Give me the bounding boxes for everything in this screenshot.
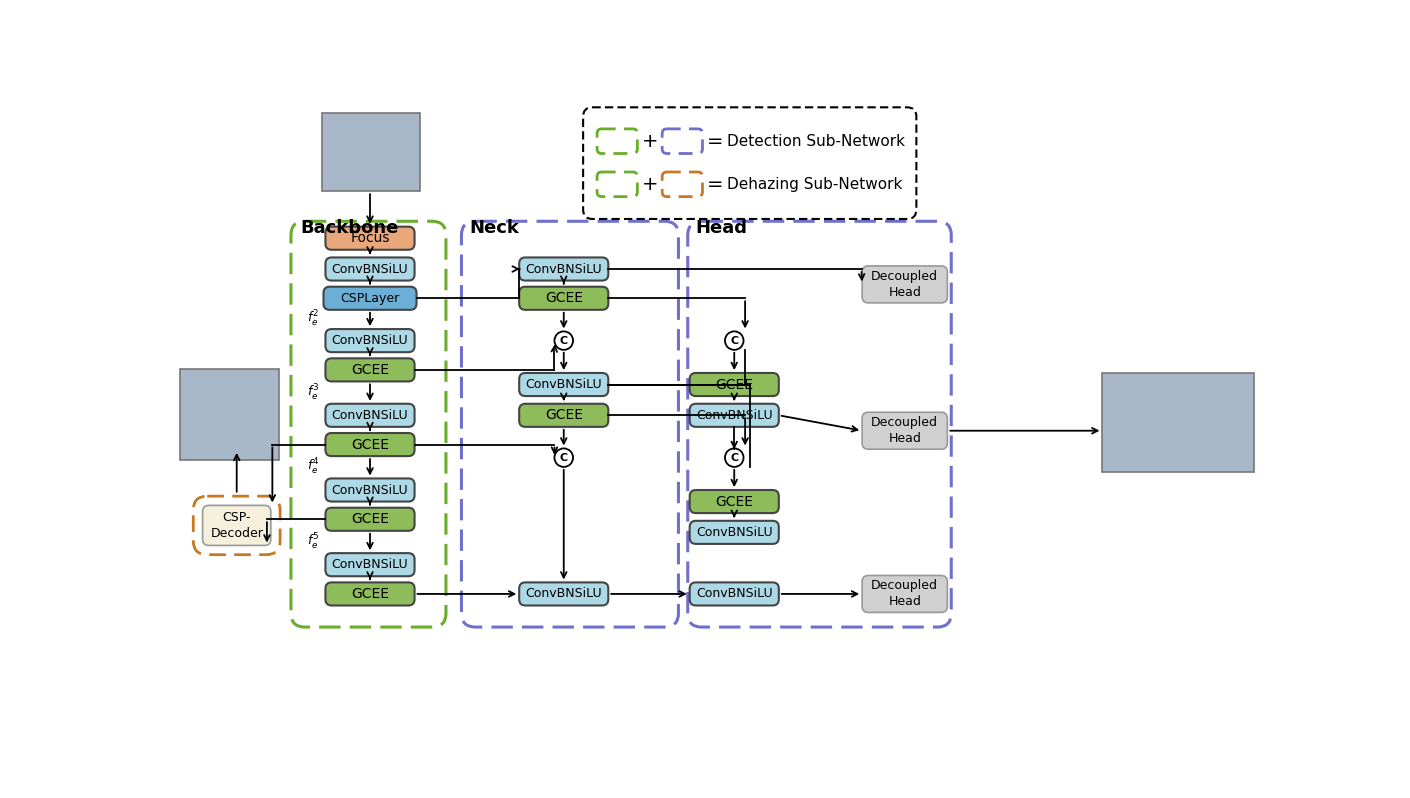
- FancyBboxPatch shape: [689, 521, 778, 544]
- Text: C: C: [560, 336, 568, 346]
- FancyBboxPatch shape: [689, 373, 778, 396]
- Text: $f_e^4$: $f_e^4$: [307, 457, 319, 477]
- Text: $f_e^3$: $f_e^3$: [307, 382, 319, 403]
- Text: GCEE: GCEE: [351, 363, 389, 377]
- Text: GCEE: GCEE: [544, 291, 582, 306]
- Text: ConvBNSiLU: ConvBNSiLU: [526, 378, 602, 391]
- Text: ConvBNSiLU: ConvBNSiLU: [331, 334, 409, 347]
- Text: ConvBNSiLU: ConvBNSiLU: [331, 484, 409, 496]
- FancyBboxPatch shape: [862, 266, 948, 303]
- Text: GCEE: GCEE: [715, 377, 753, 392]
- Text: GCEE: GCEE: [351, 437, 389, 452]
- Text: ConvBNSiLU: ConvBNSiLU: [526, 263, 602, 275]
- Text: ConvBNSiLU: ConvBNSiLU: [331, 409, 409, 422]
- Circle shape: [554, 448, 572, 467]
- Text: C: C: [730, 452, 739, 463]
- Text: Decoupled
Head: Decoupled Head: [871, 417, 938, 445]
- Text: Head: Head: [695, 219, 747, 237]
- FancyBboxPatch shape: [323, 286, 416, 310]
- Text: ConvBNSiLU: ConvBNSiLU: [526, 587, 602, 600]
- Text: Focus: Focus: [350, 231, 389, 245]
- FancyBboxPatch shape: [321, 113, 420, 192]
- FancyBboxPatch shape: [663, 128, 702, 153]
- Text: GCEE: GCEE: [715, 495, 753, 508]
- FancyBboxPatch shape: [596, 128, 637, 153]
- FancyBboxPatch shape: [203, 505, 271, 546]
- Text: C: C: [730, 336, 739, 346]
- FancyBboxPatch shape: [326, 358, 415, 381]
- Circle shape: [725, 331, 743, 350]
- FancyBboxPatch shape: [663, 172, 702, 196]
- Text: Dehazing Sub-Network: Dehazing Sub-Network: [728, 177, 902, 192]
- Text: +: +: [642, 132, 658, 151]
- FancyBboxPatch shape: [326, 258, 415, 281]
- Text: =: =: [706, 132, 723, 151]
- Text: GCEE: GCEE: [544, 409, 582, 422]
- FancyBboxPatch shape: [689, 404, 778, 427]
- FancyBboxPatch shape: [689, 583, 778, 606]
- FancyBboxPatch shape: [326, 227, 415, 250]
- Text: ConvBNSiLU: ConvBNSiLU: [331, 558, 409, 571]
- FancyBboxPatch shape: [519, 404, 608, 427]
- Text: GCEE: GCEE: [351, 512, 389, 526]
- FancyBboxPatch shape: [326, 553, 415, 576]
- Text: +: +: [642, 175, 658, 194]
- FancyBboxPatch shape: [180, 369, 279, 460]
- FancyBboxPatch shape: [862, 575, 948, 612]
- Text: CSPLayer: CSPLayer: [340, 292, 399, 305]
- Text: ConvBNSiLU: ConvBNSiLU: [331, 263, 409, 275]
- Text: ConvBNSiLU: ConvBNSiLU: [697, 587, 773, 600]
- FancyBboxPatch shape: [519, 286, 608, 310]
- Circle shape: [554, 331, 572, 350]
- Text: GCEE: GCEE: [351, 587, 389, 601]
- Text: Detection Sub-Network: Detection Sub-Network: [728, 134, 905, 148]
- FancyBboxPatch shape: [326, 508, 415, 531]
- Text: $f_e^2$: $f_e^2$: [307, 310, 319, 330]
- Text: Decoupled
Head: Decoupled Head: [871, 579, 938, 608]
- FancyBboxPatch shape: [519, 583, 608, 606]
- FancyBboxPatch shape: [326, 583, 415, 606]
- Text: ConvBNSiLU: ConvBNSiLU: [697, 409, 773, 422]
- FancyBboxPatch shape: [519, 258, 608, 281]
- FancyBboxPatch shape: [584, 107, 916, 219]
- Text: ConvBNSiLU: ConvBNSiLU: [697, 526, 773, 539]
- Text: CSP-
Decoder: CSP- Decoder: [210, 511, 264, 540]
- FancyBboxPatch shape: [519, 373, 608, 396]
- FancyBboxPatch shape: [326, 329, 415, 352]
- FancyBboxPatch shape: [326, 404, 415, 427]
- Text: Backbone: Backbone: [300, 219, 399, 237]
- FancyBboxPatch shape: [326, 479, 415, 502]
- Text: Neck: Neck: [470, 219, 519, 237]
- Text: Decoupled
Head: Decoupled Head: [871, 270, 938, 299]
- Text: $f_e^5$: $f_e^5$: [307, 532, 319, 552]
- FancyBboxPatch shape: [689, 490, 778, 513]
- Text: C: C: [560, 452, 568, 463]
- Text: =: =: [706, 175, 723, 194]
- FancyBboxPatch shape: [862, 413, 948, 449]
- FancyBboxPatch shape: [326, 433, 415, 456]
- FancyBboxPatch shape: [596, 172, 637, 196]
- FancyBboxPatch shape: [1103, 373, 1253, 472]
- Circle shape: [725, 448, 743, 467]
